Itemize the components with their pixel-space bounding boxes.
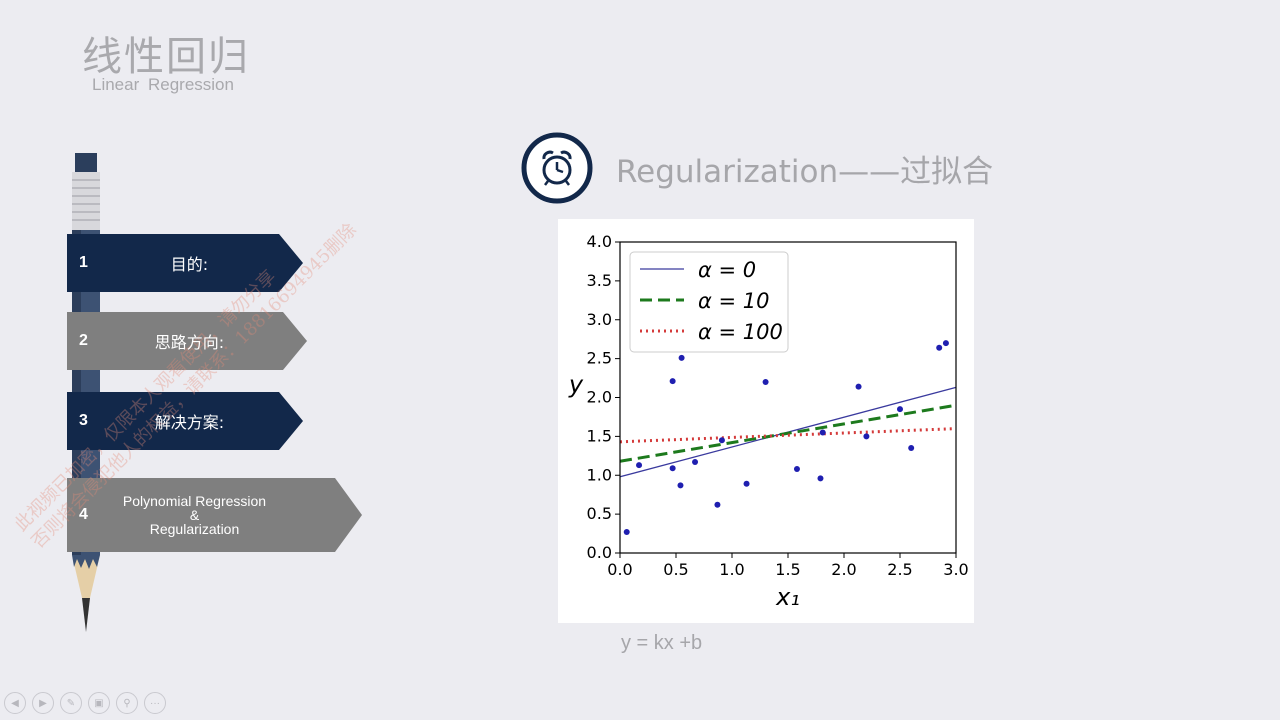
data-point <box>855 383 862 390</box>
data-point <box>942 340 949 347</box>
y-axis-label: y <box>568 371 584 399</box>
x-tick-label: 2.5 <box>887 560 912 579</box>
menu-arrow-shape <box>67 234 303 292</box>
screen-icon[interactable]: ▣ <box>88 692 110 714</box>
data-point <box>936 344 943 351</box>
next-icon[interactable]: ▶ <box>32 692 54 714</box>
x-tick-label: 3.0 <box>943 560 968 579</box>
data-point <box>762 378 769 385</box>
data-point <box>669 465 676 472</box>
y-tick-label: 4.0 <box>587 232 612 251</box>
data-point <box>678 354 685 361</box>
x-tick-label: 1.0 <box>719 560 744 579</box>
x-tick-label: 0.5 <box>663 560 688 579</box>
menu-item-label: 目的: <box>170 255 209 274</box>
menu-arrow-shape <box>67 478 362 552</box>
zoom-icon[interactable]: ⚲ <box>116 692 138 714</box>
data-point <box>714 501 721 508</box>
data-point <box>908 445 915 452</box>
data-point <box>677 482 684 489</box>
y-tick-label: 0.5 <box>587 504 612 523</box>
data-point <box>669 378 676 385</box>
alarm-clock-icon <box>521 132 593 204</box>
data-point <box>819 429 826 436</box>
x-tick-label: 0.0 <box>607 560 632 579</box>
menu-item-number: 3 <box>79 412 88 429</box>
regularization-chart: 0.0 0.5 1.0 1.5 2.0 2.5 3.0 0.0 0.5 1.0 1.5 2.0 2.5 3… <box>568 232 969 611</box>
data-point <box>793 466 800 473</box>
prev-icon[interactable]: ◀ <box>4 692 26 714</box>
x-axis-label: x₁ <box>775 583 800 611</box>
menu-item-solution[interactable]: 3 解决方案: <box>67 392 303 450</box>
more-icon[interactable]: ··· <box>144 692 166 714</box>
x-tick-label: 2.0 <box>831 560 856 579</box>
pen-icon[interactable]: ✎ <box>60 692 82 714</box>
menu-arrow-shape <box>67 312 307 370</box>
data-point <box>692 459 699 466</box>
menu-arrow-shape <box>67 392 303 450</box>
menu-item-number: 1 <box>79 254 88 271</box>
data-point <box>897 406 903 413</box>
menu-item-number: 2 <box>79 332 88 349</box>
y-tick-label: 2.5 <box>587 349 612 368</box>
data-point <box>636 462 643 469</box>
menu-item-label: 思路方向: <box>154 333 225 352</box>
menu-item-label: Polynomial Regression & Regularization <box>122 493 267 537</box>
chart-panel: 0.0 0.5 1.0 1.5 2.0 2.5 3.0 0.0 0.5 1.0 1.5 2.0 2.5 3… <box>558 219 974 623</box>
formula-text: y = kx +b <box>621 632 703 654</box>
axes-frame <box>619 241 957 554</box>
series-line <box>619 427 957 444</box>
menu-item-number: 4 <box>79 506 88 523</box>
data-point <box>718 437 725 444</box>
page-title: 线性回归 <box>82 34 250 80</box>
menu-item-label: 解决方案: <box>154 413 225 432</box>
y-tick-label: 2.0 <box>587 388 612 407</box>
y-tick-label: 3.0 <box>587 310 612 329</box>
legend-label: α = 0 <box>698 258 756 282</box>
legend-label: α = 10 <box>698 289 770 313</box>
series-line <box>619 403 957 463</box>
y-tick-label: 3.5 <box>587 271 612 290</box>
x-tick-label: 1.5 <box>775 560 800 579</box>
data-point <box>623 529 630 536</box>
data-point <box>817 475 824 482</box>
menu-item-approach[interactable]: 2 思路方向: <box>67 312 307 370</box>
menu-item-purpose[interactable]: 1 目的: <box>67 234 303 292</box>
data-point <box>743 480 750 487</box>
section-title: Regularization——过拟合 <box>616 154 994 190</box>
y-tick-label: 1.0 <box>587 465 612 484</box>
page-subtitle: Linear Regression <box>92 75 234 94</box>
player-controls: ◀ ▶ ✎ ▣ ⚲ ··· <box>4 692 166 714</box>
legend-box <box>629 251 789 353</box>
data-point <box>863 433 870 440</box>
menu-item-polynomial-regularization[interactable]: 4 Polynomial Regression & Regularization <box>67 478 362 552</box>
y-tick-label: 1.5 <box>587 426 612 445</box>
y-tick-label: 0.0 <box>587 543 612 562</box>
legend-label: α = 100 <box>698 320 783 344</box>
chart-legend: α = 0 α = 10 α = 100 <box>629 251 789 353</box>
